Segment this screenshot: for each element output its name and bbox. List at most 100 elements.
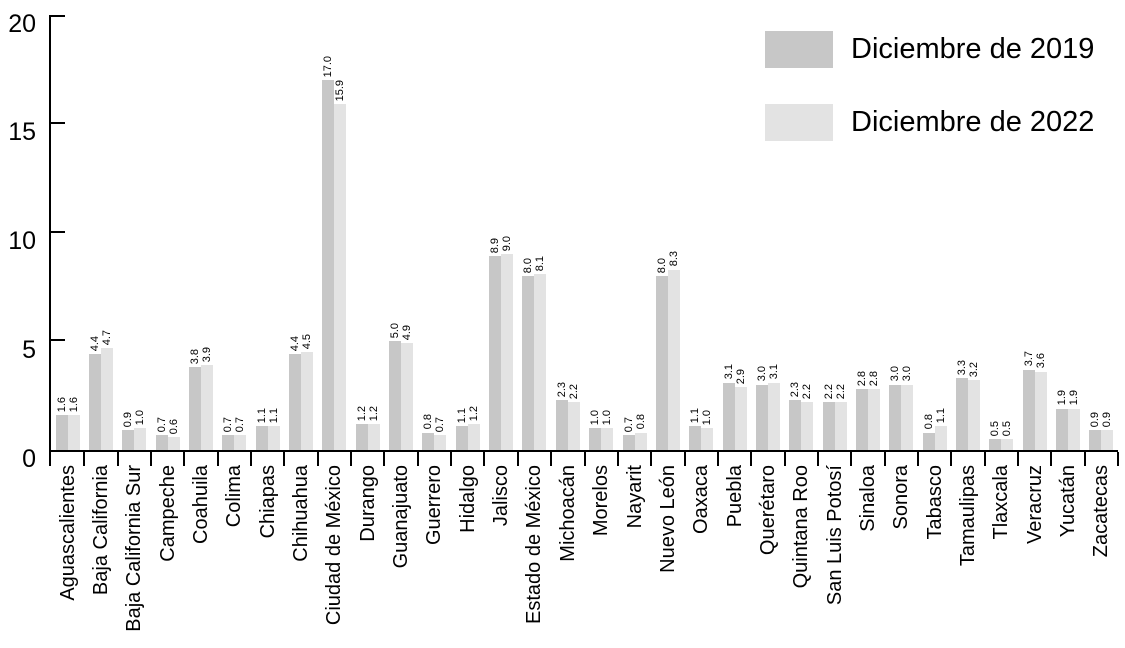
x-axis-category-label: Zacatecas bbox=[1090, 465, 1113, 558]
category-san-luis-potosi: 2.2 2.2 bbox=[818, 15, 853, 466]
x-axis-tick bbox=[783, 452, 786, 466]
bar-value-label: 5.0 bbox=[389, 322, 402, 339]
x-axis-category-label: Morelos bbox=[590, 465, 613, 537]
bar-group-2022: 2.2 bbox=[834, 384, 847, 450]
y-axis-labels: 0 5 10 15 20 bbox=[0, 9, 36, 471]
bar-value-label: 3.1 bbox=[722, 364, 735, 380]
plot-categories: 1.6 1.6 4.4 4.7 0.9 1.0 0.7 0.6 3.8 3.9 0.7 0.7 1.1 1… bbox=[51, 15, 1119, 466]
x-label-cell: Aguascalientes bbox=[51, 465, 84, 632]
bar-group-2019: 3.7 bbox=[1022, 351, 1035, 450]
x-axis-category-label: Sinaloa bbox=[856, 465, 879, 532]
bar-value-label: 8.1 bbox=[534, 255, 547, 271]
bar-value-label: 1.6 bbox=[55, 396, 68, 413]
category-ciudad-de-mexico: 17.0 15.9 bbox=[318, 15, 353, 466]
legend-swatch-2019 bbox=[765, 31, 833, 68]
bar-value-label: 4.9 bbox=[401, 325, 414, 341]
bar-2022 bbox=[1034, 371, 1047, 450]
y-axis-tick bbox=[51, 15, 65, 17]
bar-2019 bbox=[189, 367, 202, 450]
bar-2019 bbox=[689, 426, 702, 450]
bar-value-label: 1.2 bbox=[367, 405, 380, 421]
x-label-cell: Guerrero bbox=[418, 465, 451, 632]
x-axis-tick bbox=[283, 452, 286, 466]
bar-2022 bbox=[101, 347, 114, 450]
bar-group-2022: 0.8 bbox=[634, 414, 647, 450]
bar-value-label: 15.9 bbox=[334, 79, 347, 102]
x-label-cell: Coahuila bbox=[184, 465, 217, 632]
bar-group-2022: 4.5 bbox=[301, 334, 314, 450]
x-label-cell: Ciudad de México bbox=[318, 465, 351, 632]
bar-2019 bbox=[755, 384, 768, 450]
category-colima: 0.7 0.7 bbox=[218, 15, 253, 466]
bar-value-label: 3.0 bbox=[901, 366, 914, 382]
x-axis-category-label: Durango bbox=[356, 465, 379, 542]
bar-2022 bbox=[501, 254, 514, 450]
bar-2022 bbox=[701, 428, 714, 450]
x-axis-tick bbox=[616, 452, 619, 466]
bar-group-2019: 3.0 bbox=[755, 366, 768, 450]
category-quintana-roo: 2.3 2.2 bbox=[785, 15, 819, 466]
category-aguascalientes: 1.6 1.6 bbox=[51, 15, 86, 466]
bar-group-2022: 3.1 bbox=[767, 364, 780, 450]
x-label-cell: Estado de México bbox=[518, 465, 551, 632]
y-axis-tick-label: 5 bbox=[22, 335, 36, 364]
bar-2022 bbox=[967, 380, 980, 450]
category-michoacan: 2.3 2.2 bbox=[551, 15, 586, 466]
bar-2022 bbox=[334, 104, 347, 450]
x-label-cell: Tabasco bbox=[918, 465, 951, 632]
bar-2022 bbox=[234, 434, 247, 450]
legend-swatch-2022 bbox=[765, 104, 833, 141]
category-morelos: 1.0 1.0 bbox=[585, 15, 619, 466]
bar-group-2019: 1.1 bbox=[455, 408, 468, 450]
bar-2019 bbox=[1089, 430, 1102, 450]
category-coahuila: 3.8 3.9 bbox=[184, 15, 219, 466]
bar-2022 bbox=[301, 352, 314, 450]
x-axis-category-label: Michoacán bbox=[556, 465, 579, 562]
y-axis-tick-label: 20 bbox=[8, 9, 36, 38]
bar-value-label: 1.9 bbox=[1067, 390, 1080, 406]
bar-value-label: 3.1 bbox=[767, 364, 780, 380]
bar-group-2019: 3.8 bbox=[189, 349, 202, 450]
category-sinaloa: 2.8 2.8 bbox=[851, 15, 886, 466]
bar-2019 bbox=[822, 402, 835, 450]
x-axis-tick bbox=[750, 452, 753, 466]
bar-2022 bbox=[934, 426, 947, 450]
y-axis-tick-label: 10 bbox=[8, 227, 36, 255]
category-baja-california: 4.4 4.7 bbox=[84, 15, 119, 466]
x-label-cell: Nuevo León bbox=[651, 465, 684, 632]
bar-group-2019: 1.1 bbox=[255, 408, 268, 450]
y-axis-tick-label: 0 bbox=[22, 444, 36, 473]
bar-value-label: 3.7 bbox=[1022, 351, 1035, 367]
bar-group-2022: 4.9 bbox=[401, 325, 414, 450]
x-label-cell: Chihuahua bbox=[284, 465, 317, 632]
bar-2019 bbox=[1022, 369, 1035, 450]
bar-group-2019: 1.9 bbox=[1055, 390, 1068, 450]
x-axis-tick bbox=[583, 452, 586, 466]
x-axis-category-label: Chihuahua bbox=[290, 465, 313, 562]
bar-group-2022: 2.9 bbox=[734, 368, 747, 450]
legend-item-2019: Diciembre de 2019 bbox=[765, 31, 1094, 68]
x-axis-category-label: Baja California Sur bbox=[123, 465, 146, 632]
bar-2022 bbox=[534, 273, 547, 450]
category-puebla: 3.1 2.9 bbox=[718, 15, 753, 466]
bar-value-label: 2.9 bbox=[734, 368, 747, 384]
x-axis-tick bbox=[650, 452, 653, 466]
x-axis-tick bbox=[883, 452, 886, 466]
bar-value-label: 0.7 bbox=[155, 416, 168, 432]
x-axis-category-label: Hidalgo bbox=[456, 465, 479, 533]
bar-2019 bbox=[889, 384, 902, 450]
bar-value-label: 2.3 bbox=[555, 381, 568, 397]
category-guerrero: 0.8 0.7 bbox=[418, 15, 453, 466]
bar-group-2022: 1.2 bbox=[367, 405, 380, 450]
bar-group-2019: 4.4 bbox=[289, 336, 302, 450]
bar-value-label: 8.9 bbox=[489, 238, 502, 254]
bar-value-label: 1.0 bbox=[701, 409, 714, 426]
bar-2019 bbox=[655, 276, 668, 450]
x-axis-category-label: Estado de México bbox=[523, 465, 546, 624]
x-axis-category-label: Nayarit bbox=[623, 465, 646, 529]
bar-group-2019: 1.0 bbox=[589, 410, 602, 450]
x-label-cell: San Luis Potosí bbox=[818, 465, 851, 632]
bar-2022 bbox=[801, 402, 814, 450]
bar-2022 bbox=[734, 386, 747, 450]
bar-group-2019: 8.9 bbox=[489, 238, 502, 450]
